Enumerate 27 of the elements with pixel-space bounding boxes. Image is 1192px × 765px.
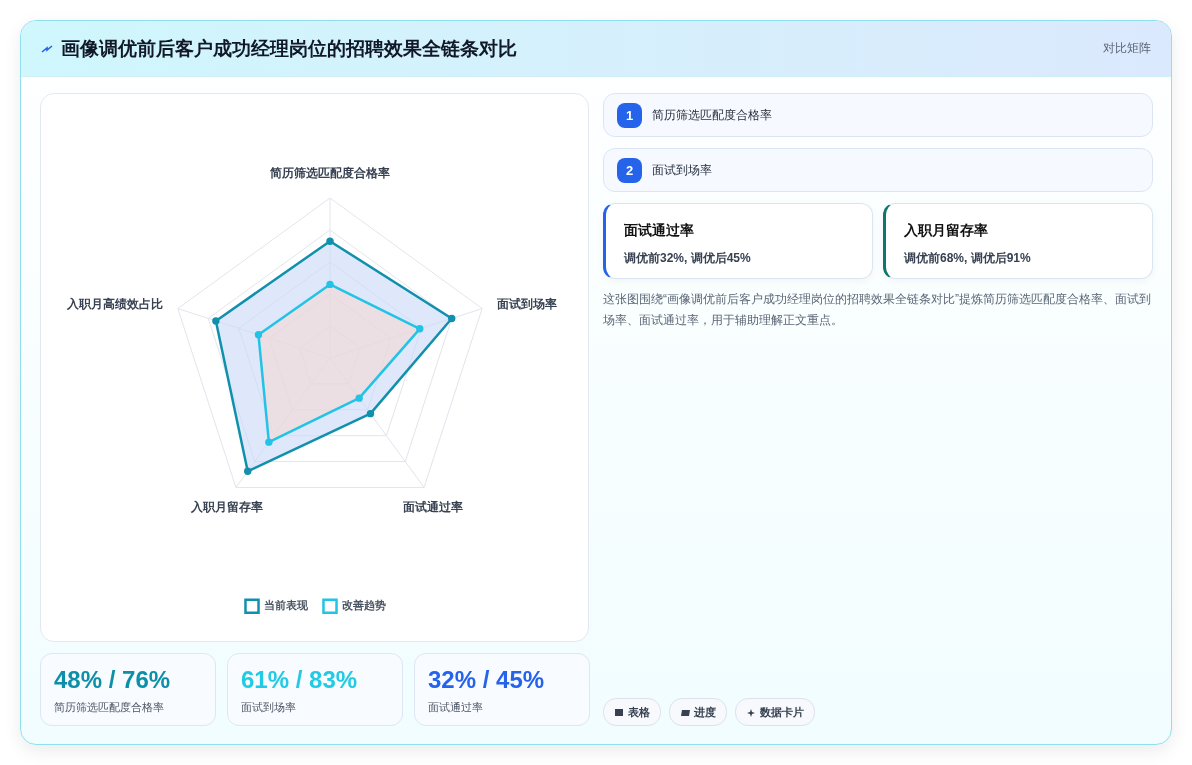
spoke-label: 简历筛选匹配度合格率 [269, 166, 390, 180]
text: 面试通过率 [428, 700, 483, 715]
spoke-label: 面试到场率 [496, 296, 558, 311]
text: 入职月留存率 [904, 222, 988, 240]
spoke-label: 面试通过率 [402, 500, 464, 515]
spoke-label: 入职月留存率 [189, 500, 263, 515]
text: 对比矩阵 [1103, 40, 1151, 57]
legend-label: 改善趋势 [342, 599, 386, 612]
text: 数据卡片 [760, 704, 804, 720]
text: 调优前32%, 调优后45% [624, 250, 751, 267]
legend-label: 当前表现 [264, 599, 309, 612]
spoke-label: 入职月高绩效占比 [65, 296, 163, 311]
text: 2 [617, 157, 642, 183]
text: 进度 [694, 704, 716, 720]
text: 画像调优前后客户成功经理岗位的招聘效果全链条对比 [61, 36, 517, 61]
text: 面试到场率 [241, 700, 296, 715]
text: 面试到场率 [652, 161, 712, 179]
text: 1 [617, 102, 642, 128]
text: 简历筛选匹配度合格率 [54, 700, 164, 715]
text: 32% / 45% [428, 666, 545, 694]
text: 调优前68%, 调优后91% [904, 250, 1031, 267]
text: 61% / 83% [241, 666, 358, 694]
text: 面试通过率 [624, 222, 694, 240]
text: 简历筛选匹配度合格率 [652, 106, 772, 124]
text: 48% / 76% [54, 666, 171, 694]
text: 这张图围绕“画像调优前后客户成功经理岗位的招聘效果全链条对比”提炼简历筛选匹配度合格率、面试到场率、面试通过率，用于辅助理解正文重点。 [603, 291, 1152, 329]
text: 表格 [628, 704, 650, 720]
